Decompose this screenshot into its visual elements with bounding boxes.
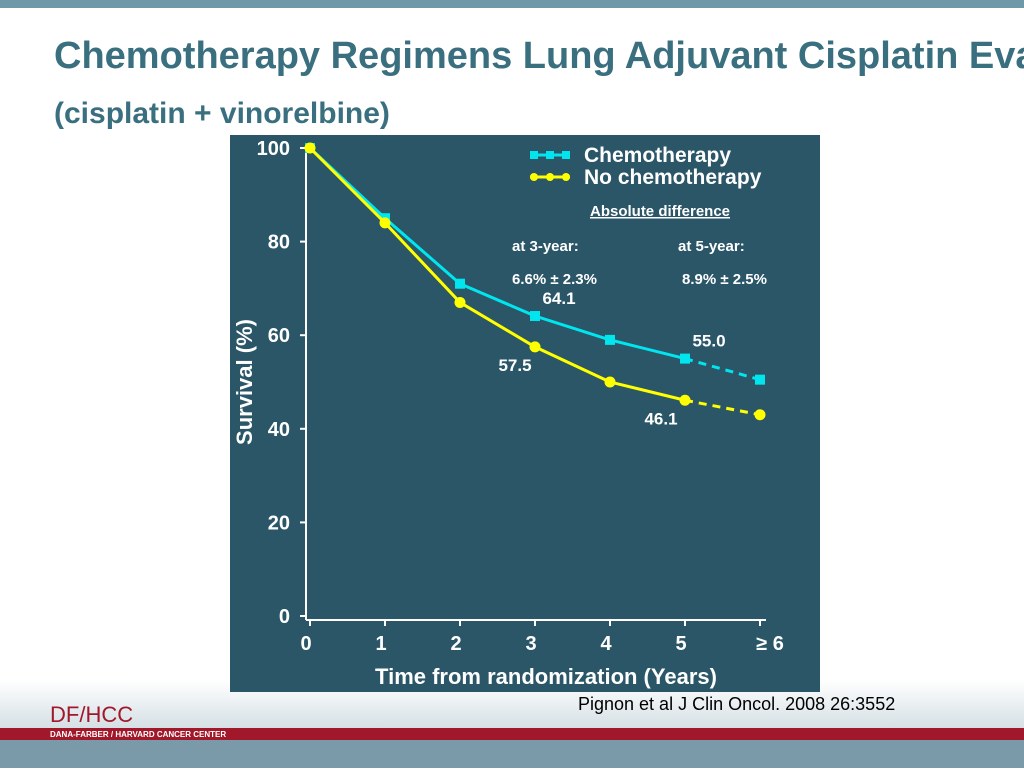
line — [308, 146, 686, 402]
logo: DF/HCC — [50, 702, 133, 727]
point — [755, 374, 765, 385]
data-label: 55.0 — [692, 332, 725, 351]
data-label: 57.5 — [498, 356, 531, 375]
point — [454, 296, 466, 308]
legend-label: Chemotherapy — [584, 144, 731, 167]
logo-text: DANA-FARBER / HARVARD CANCER CENTER — [50, 730, 226, 739]
citation: Pignon et al J Clin Oncol. 2008 26:3552 — [578, 694, 895, 714]
x-tick-label: 4 — [600, 633, 612, 655]
y-axis-label: Survival (%) — [232, 319, 257, 445]
annotation: 8.9% ± 2.5% — [682, 271, 767, 288]
point — [754, 409, 766, 421]
annotation: 6.6% ± 2.3% — [512, 271, 597, 288]
annotation: at 5-year: — [678, 238, 745, 255]
x-tick-label: 0 — [300, 633, 311, 655]
y-tick-label: 0 — [279, 606, 290, 628]
x-axis-label: Time from randomization (Years) — [375, 664, 717, 689]
chart: 0 20 40 60 80 100 0 1 2 3 4 5 ≥ 6 Time from randomiza… — [232, 138, 784, 689]
point — [680, 353, 690, 364]
legend-marker — [562, 151, 570, 159]
y-tick-label: 60 — [268, 325, 290, 347]
y-tick-label: 40 — [268, 419, 290, 441]
legend-marker — [562, 173, 570, 181]
line — [308, 146, 686, 361]
y-tick-label: 20 — [268, 512, 290, 534]
x-tick-label: ≥ 6 — [756, 633, 784, 655]
footer-band — [0, 740, 1024, 768]
projected-line — [684, 398, 761, 417]
point — [529, 341, 541, 353]
legend-marker — [546, 151, 554, 159]
x-tick-label: 3 — [525, 633, 536, 655]
point — [604, 376, 616, 388]
legend-marker — [546, 173, 554, 181]
subtitle: (cisplatin + vinorelbine) — [54, 97, 390, 130]
title: Chemotherapy Regimens Lung Adjuvant Cisp… — [54, 35, 1024, 77]
point — [605, 334, 615, 345]
footer-red — [0, 728, 1024, 740]
point — [455, 278, 465, 289]
legend-marker — [530, 151, 538, 159]
point — [679, 394, 691, 406]
data-label: 46.1 — [644, 409, 677, 428]
legend-label: No chemotherapy — [584, 166, 762, 189]
point — [304, 142, 316, 154]
legend-marker — [530, 173, 538, 181]
point — [530, 311, 540, 322]
y-tick-label: 80 — [268, 232, 290, 254]
y-tick-label: 100 — [257, 138, 290, 160]
data-label: 64.1 — [542, 289, 575, 308]
annotation: at 3-year: — [512, 238, 579, 255]
annotation: Absolute difference — [590, 203, 730, 220]
x-tick-label: 2 — [450, 633, 461, 655]
x-tick-label: 1 — [375, 633, 386, 655]
top-band — [0, 0, 1024, 8]
point — [379, 217, 391, 229]
x-tick-label: 5 — [675, 633, 686, 655]
chart-panel — [230, 135, 820, 692]
